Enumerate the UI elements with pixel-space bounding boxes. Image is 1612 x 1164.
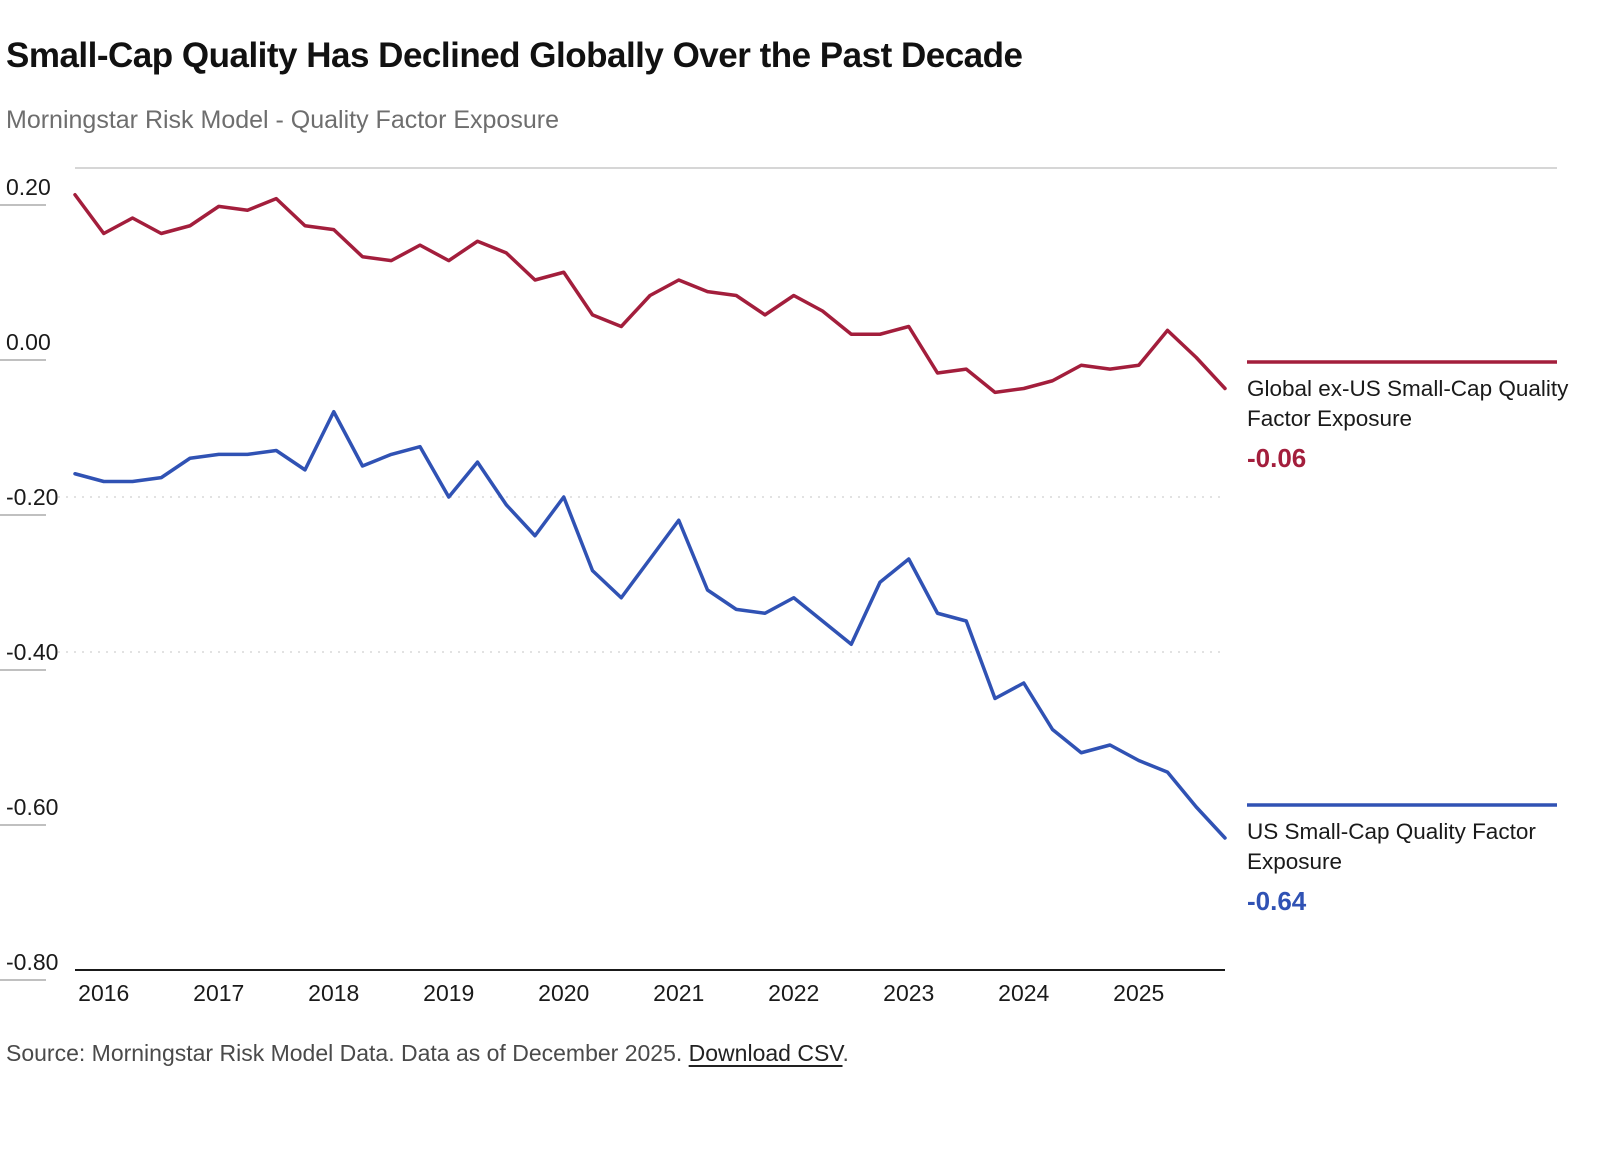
svg-text:2017: 2017 [193,980,244,1006]
legend-us-label: US Small-Cap Quality Factor Exposure [1247,819,1536,875]
svg-text:2021: 2021 [653,980,704,1006]
chart-title: Small-Cap Quality Has Declined Globally … [6,36,1023,75]
svg-text:2016: 2016 [78,980,129,1006]
legend-us: US Small-Cap Quality Factor Exposure -0.… [1247,817,1569,919]
svg-text:0.20: 0.20 [6,174,51,200]
source-note: Source: Morningstar Risk Model Data. Dat… [6,1040,849,1067]
svg-text:2025: 2025 [1113,980,1164,1006]
chart-subtitle: Morningstar Risk Model - Quality Factor … [6,106,559,134]
legend-global-ex-us: Global ex-US Small-Cap Quality Factor Ex… [1247,374,1569,476]
svg-text:-0.40: -0.40 [6,639,58,665]
svg-text:2024: 2024 [998,980,1049,1006]
svg-text:2018: 2018 [308,980,359,1006]
svg-text:-0.60: -0.60 [6,794,58,820]
source-period: . [842,1040,849,1066]
svg-text:0.00: 0.00 [6,329,51,355]
download-csv-link[interactable]: Download CSV [688,1040,843,1066]
legend-global-label: Global ex-US Small-Cap Quality Factor Ex… [1247,376,1569,432]
svg-text:2019: 2019 [423,980,474,1006]
svg-text:2022: 2022 [768,980,819,1006]
svg-text:-0.20: -0.20 [6,484,58,510]
legend-global-value: -0.06 [1247,443,1307,474]
legend-us-value: -0.64 [1247,886,1307,917]
svg-text:2023: 2023 [883,980,934,1006]
svg-text:-0.80: -0.80 [6,949,58,975]
source-text: Source: Morningstar Risk Model Data. Dat… [6,1040,683,1066]
svg-text:2020: 2020 [538,980,589,1006]
